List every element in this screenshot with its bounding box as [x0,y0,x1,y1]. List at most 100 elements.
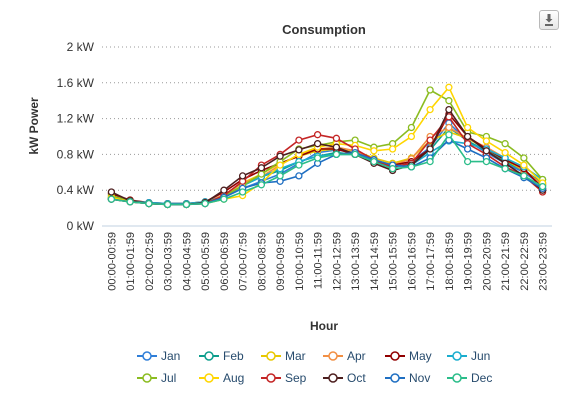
legend-item-jul[interactable]: Jul [137,371,176,385]
legend-label: Feb [223,349,244,363]
data-point[interactable] [520,172,528,180]
legend-swatch-marker [328,373,338,383]
data-point[interactable] [482,157,491,166]
data-point[interactable] [426,145,434,153]
data-point[interactable] [276,152,284,160]
legend-item-sep[interactable]: Sep [261,371,307,385]
data-point[interactable] [426,157,434,166]
data-point[interactable] [313,131,322,139]
data-point[interactable] [407,163,416,171]
data-point[interactable] [220,195,228,203]
data-point[interactable] [445,123,453,132]
data-point[interactable] [445,105,453,114]
y-tick-labels: 0 kW 0.4 kW 0.8 kW 1.2 kW 1.6 kW 2 kW [57,40,95,233]
data-point[interactable] [332,150,341,159]
data-point[interactable] [426,136,434,144]
data-point[interactable] [463,132,472,141]
series-mar [107,128,547,209]
legend-item-apr[interactable]: Apr [323,349,366,363]
data-point[interactable] [520,161,528,169]
data-point[interactable] [220,186,228,194]
x-tick-label: 09:00-09:59 [275,232,287,291]
legend-label: Sep [285,371,307,385]
data-point[interactable] [332,143,341,151]
data-point[interactable] [370,157,378,166]
legend-swatch-marker [142,373,152,383]
legend-item-jan[interactable]: Jan [137,349,180,363]
data-point[interactable] [276,161,284,169]
data-point[interactable] [538,182,547,191]
data-point[interactable] [313,154,322,162]
data-point[interactable] [482,147,491,155]
y-tick-label: 1.6 kW [57,76,95,90]
legend-swatch-marker [328,351,338,361]
data-point[interactable] [257,170,266,178]
legend-item-aug[interactable]: Aug [199,371,244,385]
legend-item-dec[interactable]: Dec [447,371,492,385]
data-point[interactable] [407,123,416,132]
legend-swatch-marker [452,351,462,361]
data-point[interactable] [501,165,509,173]
data-point[interactable] [501,148,509,157]
series-dec [107,131,547,209]
data-point[interactable] [520,154,528,162]
legend-label: Jun [471,349,490,363]
data-point[interactable] [388,145,397,153]
data-point[interactable] [295,136,303,144]
data-point[interactable] [332,134,341,142]
data-point[interactable] [445,131,453,139]
data-point[interactable] [238,172,247,180]
data-point[interactable] [463,157,472,166]
legend-item-nov[interactable]: Nov [385,371,430,385]
data-point[interactable] [463,123,472,132]
legend-item-oct[interactable]: Oct [323,371,366,385]
data-point[interactable] [201,199,209,208]
legend-label: Dec [471,371,492,385]
data-point[interactable] [257,181,266,189]
x-tick-label: 15:00-15:59 [388,232,400,291]
data-point[interactable] [126,198,134,206]
data-point[interactable] [257,164,266,172]
data-point[interactable] [426,105,434,114]
x-tick-label: 13:00-13:59 [350,232,362,291]
legend-label: Jan [161,349,180,363]
data-point[interactable] [370,147,378,155]
x-tick-label: 21:00-21:59 [500,232,512,291]
data-point[interactable] [145,199,153,208]
data-point[interactable] [163,200,172,209]
x-tick-label: 17:00-17:59 [425,232,437,291]
legend-item-jun[interactable]: Jun [447,349,490,363]
data-point[interactable] [238,188,247,196]
data-point[interactable] [388,165,397,173]
x-tick-label: 01:00-01:59 [125,232,137,291]
data-point[interactable] [463,145,472,153]
legend-label: Nov [409,371,430,385]
series-sep [107,113,547,209]
data-point[interactable] [482,137,491,145]
series-jan [107,119,547,208]
data-point[interactable] [276,172,284,180]
y-tick-label: 0.8 kW [57,147,95,161]
legend-item-mar[interactable]: Mar [261,349,306,363]
x-tick-label: 19:00-19:59 [463,232,475,291]
data-point[interactable] [445,97,453,105]
data-point[interactable] [295,146,303,154]
data-point[interactable] [445,83,453,91]
legend-swatch-marker [390,351,400,361]
export-button[interactable] [539,10,559,30]
data-point[interactable] [501,140,509,148]
data-point[interactable] [182,200,191,209]
x-tick-label: 10:00-10:59 [294,232,306,291]
data-point[interactable] [295,172,303,180]
data-point[interactable] [107,188,116,196]
legend-item-may[interactable]: May [385,349,432,363]
data-point[interactable] [107,195,116,203]
data-point[interactable] [426,86,434,94]
data-point[interactable] [407,132,416,141]
download-icon [545,14,553,26]
legend-item-feb[interactable]: Feb [199,349,244,363]
data-point[interactable] [351,150,359,159]
data-point[interactable] [295,161,303,169]
data-point[interactable] [313,140,322,148]
